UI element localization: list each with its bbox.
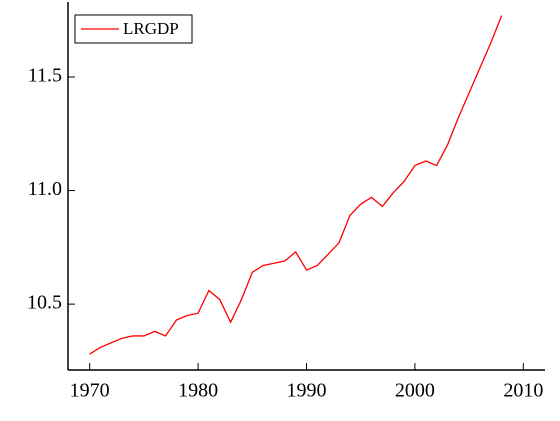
x-tick-label: 1980 [178, 380, 218, 402]
x-tick-label: 1990 [287, 380, 327, 402]
y-tick-label: 11.5 [28, 65, 62, 87]
legend-box [74, 14, 193, 44]
x-tick-label: 2000 [395, 380, 435, 402]
line-series [89, 15, 503, 355]
x-tick-label: 2010 [503, 380, 543, 402]
x-tick-label: 1970 [70, 380, 110, 402]
legend-label: LRGDP [123, 19, 179, 38]
y-tick-label: 11.0 [28, 178, 62, 200]
y-tick-label: 10.5 [27, 292, 62, 314]
